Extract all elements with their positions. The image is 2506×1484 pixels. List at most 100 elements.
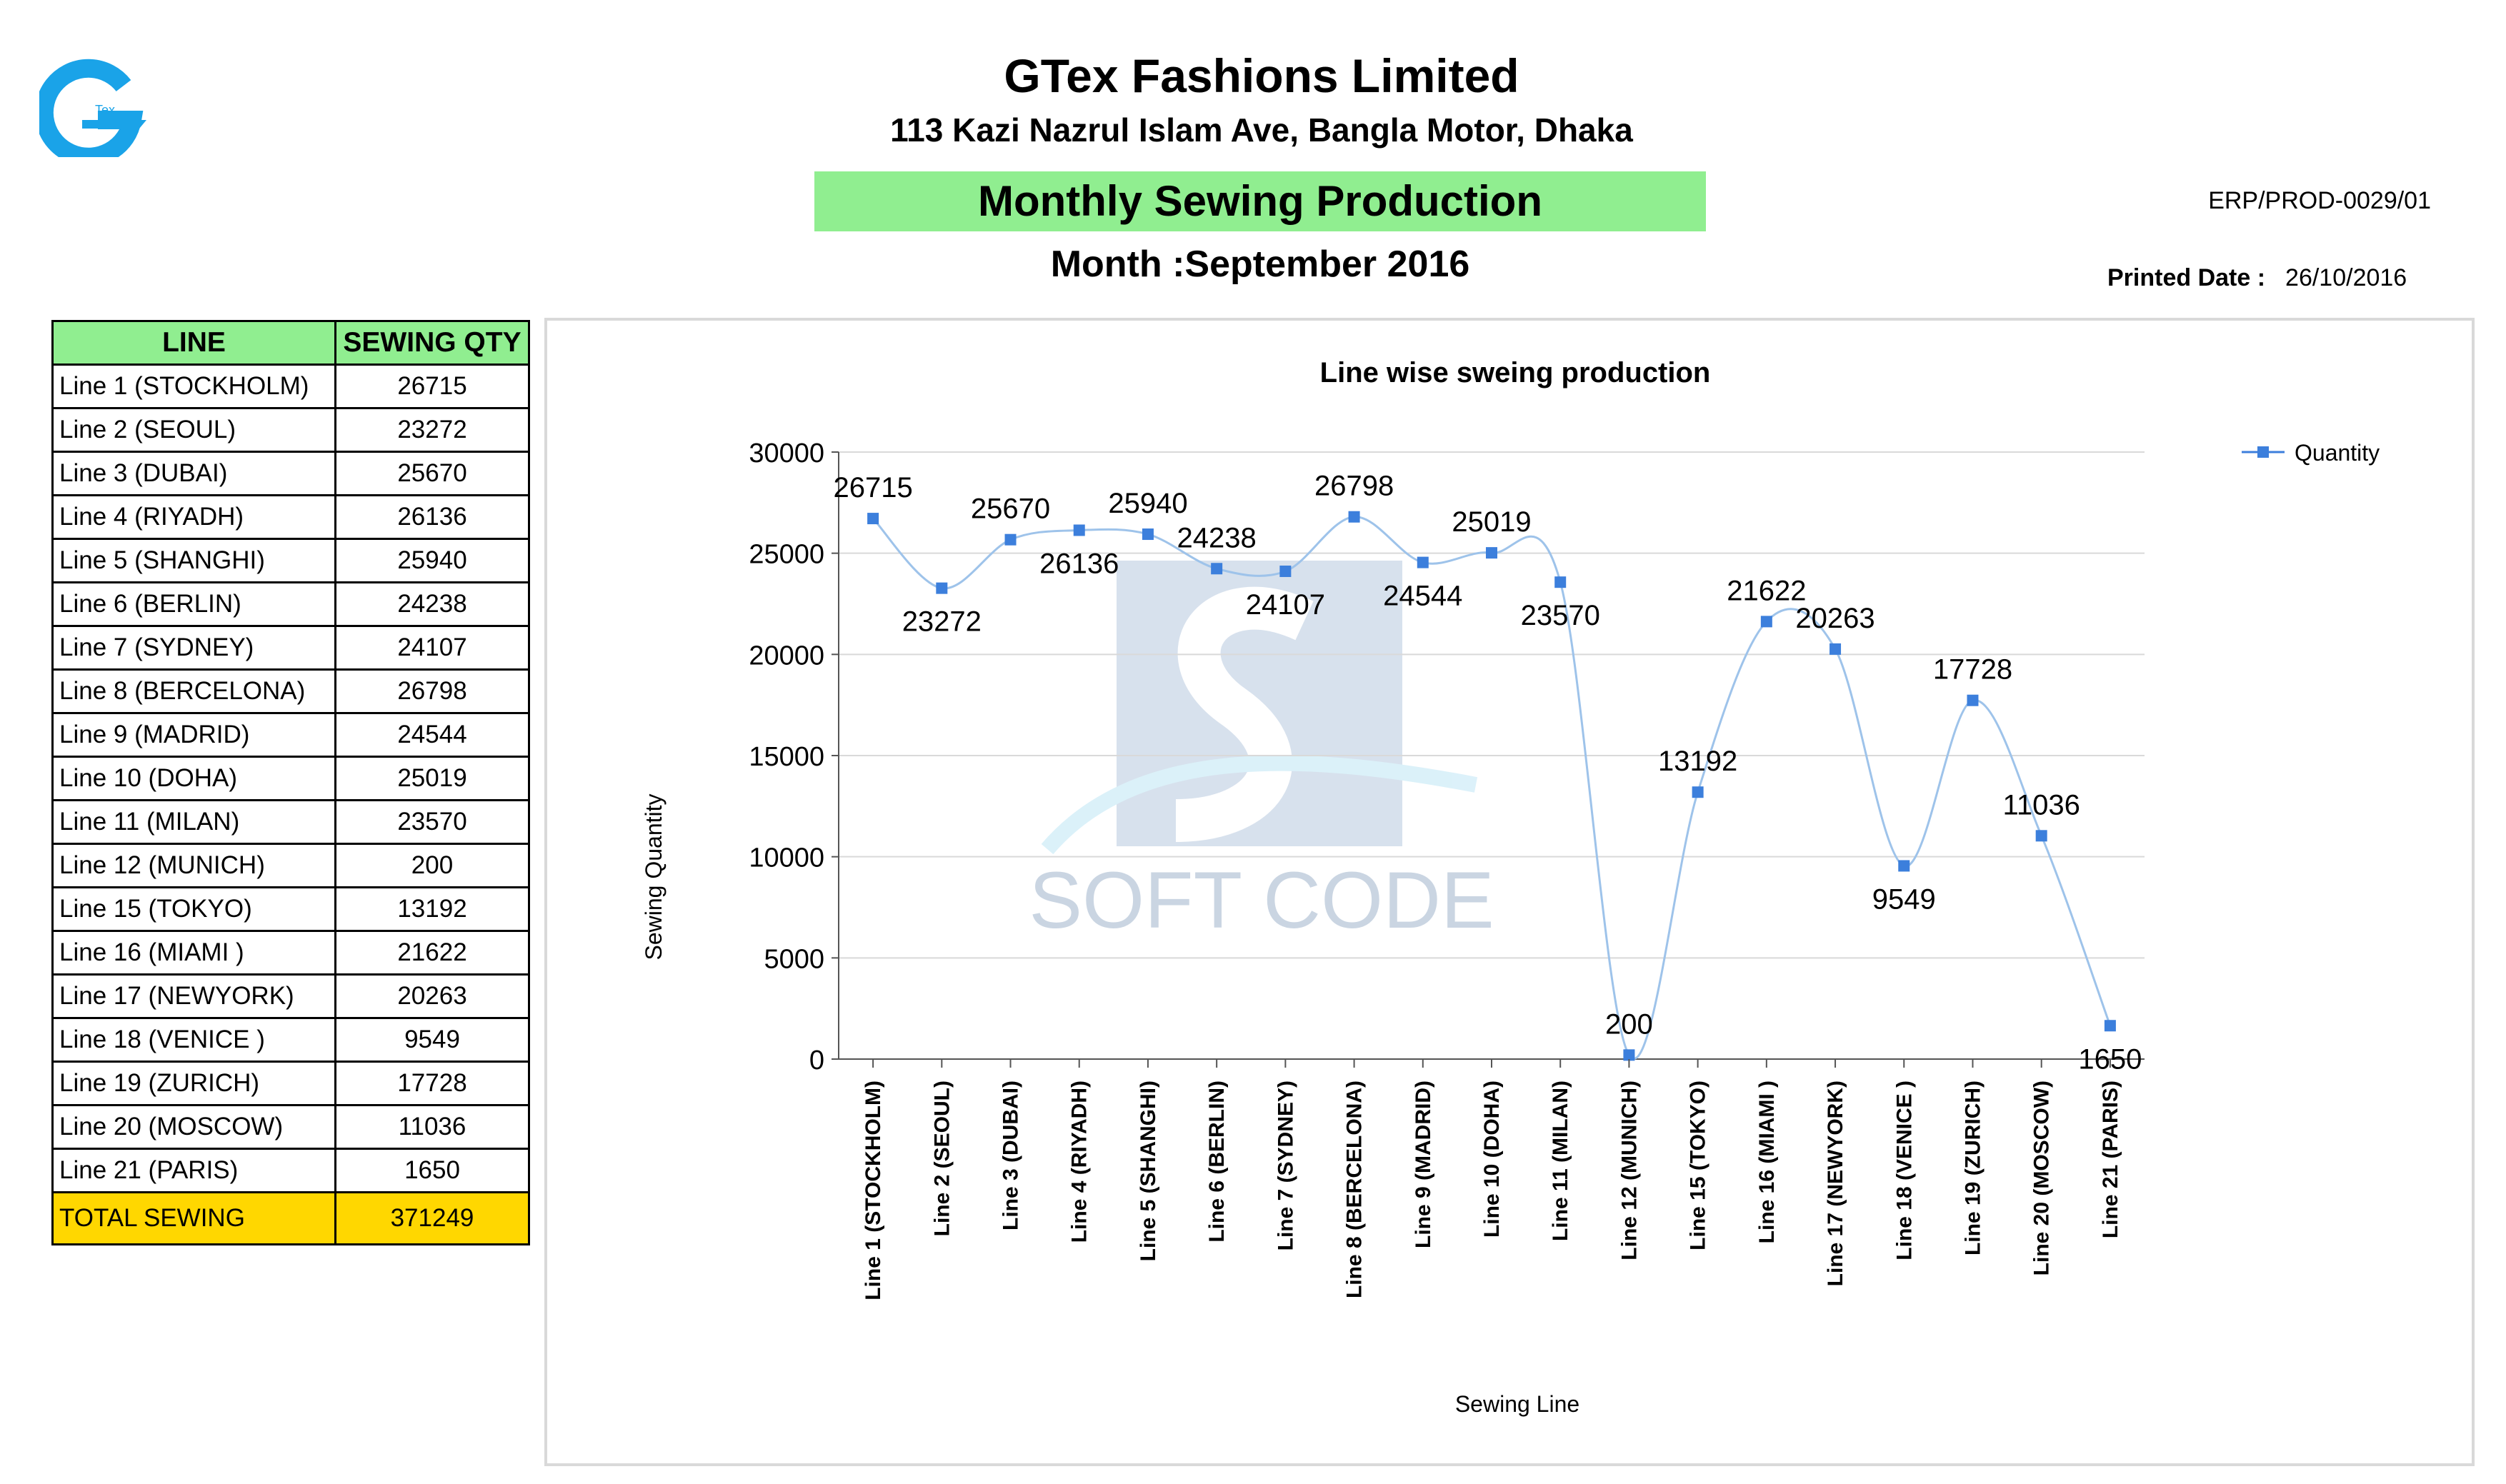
data-point (2104, 1020, 2116, 1032)
data-point (1279, 565, 1292, 577)
x-tick-label: Line 12 (MUNICH) (1617, 1081, 1641, 1260)
row-line-name: Line 8 (BERCELONA) (51, 668, 336, 714)
report-title: Monthly Sewing Production (814, 171, 1706, 231)
legend-label: Quantity (2295, 440, 2380, 466)
data-label: 25019 (1452, 506, 1531, 538)
row-sewing-qty: 26136 (334, 494, 530, 540)
data-label: 21622 (1727, 575, 1806, 606)
row-sewing-qty: 17728 (334, 1061, 530, 1106)
table-row: Line 18 (VENICE ) 9549 (51, 1017, 530, 1063)
table-row: Line 9 (MADRID) 24544 (51, 712, 530, 758)
data-point (1211, 563, 1223, 575)
x-tick-label: Line 6 (BERLIN) (1205, 1081, 1229, 1243)
data-point (1348, 511, 1360, 523)
grid-lines (839, 451, 2145, 959)
printed-date-value: 26/10/2016 (2285, 264, 2407, 291)
table-row: Line 8 (BERCELONA) 26798 (51, 668, 530, 714)
x-tick-label: Line 7 (SYDNEY) (1274, 1081, 1297, 1250)
series-line-quantity (872, 516, 2112, 1060)
data-label: 9549 (1872, 883, 1936, 915)
data-point (1073, 524, 1085, 536)
printed-date-label: Printed Date : (2107, 264, 2266, 291)
total-value: 371249 (334, 1191, 530, 1245)
x-tick-label: Line 19 (ZURICH) (1961, 1081, 1985, 1255)
line-chart: SOFT CODE Line wise sweing production 0 5… (641, 357, 2380, 1417)
row-line-name: Line 6 (BERLIN) (51, 581, 336, 627)
table-body: Line 1 (STOCKHOLM) 26715 Line 2 (SEOUL) 232… (51, 364, 530, 1193)
data-point (936, 582, 948, 594)
row-sewing-qty: 200 (334, 843, 530, 888)
data-label: 25940 (1108, 488, 1187, 519)
row-line-name: Line 18 (VENICE ) (51, 1017, 336, 1063)
row-sewing-qty: 26798 (334, 668, 530, 714)
data-point (1554, 576, 1567, 588)
document-code: ERP/PROD-0029/01 (2208, 187, 2431, 214)
company-name: GTex Fashions Limited (1004, 49, 1519, 102)
row-line-name: Line 10 (DOHA) (51, 756, 336, 801)
chart-panel: SOFT CODE Line wise sweing production 0 5… (544, 318, 2475, 1466)
x-tick-label: Line 16 (MIAMI ) (1755, 1081, 1779, 1243)
x-axis-tick-labels: Line 1 (STOCKHOLM) Line 2 (SEOUL) Line 3 (… (862, 1059, 2122, 1300)
row-sewing-qty: 20263 (334, 973, 530, 1019)
table-row: Line 5 (SHANGHI) 25940 (51, 538, 530, 583)
table-row: Line 11 (MILAN) 23570 (51, 799, 530, 845)
data-point (1760, 616, 1772, 628)
data-point (1004, 533, 1017, 546)
row-line-name: Line 1 (STOCKHOLM) (51, 364, 336, 409)
data-label: 23570 (1521, 600, 1600, 631)
data-point (1829, 643, 1842, 655)
data-label: 13192 (1658, 746, 1737, 777)
total-row: TOTAL SEWING 371249 (51, 1191, 530, 1245)
row-sewing-qty: 25019 (334, 756, 530, 801)
month-value: September 2016 (1184, 244, 1470, 285)
row-sewing-qty: 24107 (334, 625, 530, 671)
table-row: Line 20 (MOSCOW) 11036 (51, 1104, 530, 1150)
y-axis-title: Sewing Quantity (641, 793, 667, 960)
data-label: 23272 (902, 606, 982, 638)
column-header-line: LINE (51, 320, 336, 366)
y-tick-label: 0 (809, 1046, 824, 1076)
y-tick-label: 15000 (749, 742, 824, 772)
x-tick-label: Line 20 (MOSCOW) (2030, 1081, 2054, 1275)
row-sewing-qty: 23570 (334, 799, 530, 845)
month-line: Month :September 2016 (814, 243, 1706, 286)
x-axis-title: Sewing Line (1455, 1391, 1579, 1417)
x-tick-label: Line 10 (DOHA) (1480, 1081, 1504, 1238)
data-point (1142, 528, 1154, 541)
total-label: TOTAL SEWING (51, 1191, 336, 1245)
chart-title: Line wise sweing production (1320, 357, 1711, 388)
row-line-name: Line 9 (MADRID) (51, 712, 336, 758)
production-table: LINE SEWING QTY Line 1 (STOCKHOLM) 26715 L… (51, 320, 530, 1245)
x-tick-label: Line 1 (STOCKHOLM) (862, 1081, 885, 1300)
data-label: 17728 (1933, 654, 2012, 686)
y-tick-label: 10000 (749, 843, 824, 873)
data-point (1417, 556, 1429, 568)
table-row: Line 7 (SYDNEY) 24107 (51, 625, 530, 671)
column-header-qty: SEWING QTY (334, 320, 530, 366)
data-label: 24238 (1177, 522, 1257, 553)
company-logo: Tex (39, 59, 146, 157)
table-row: Line 15 (TOKYO) 13192 (51, 886, 530, 932)
data-point (867, 513, 879, 525)
y-tick-label: 20000 (749, 641, 824, 671)
table-row: Line 1 (STOCKHOLM) 26715 (51, 364, 530, 409)
data-point (1623, 1049, 1635, 1061)
data-label: 26715 (833, 472, 912, 503)
data-label: 20263 (1795, 603, 1874, 634)
row-line-name: Line 7 (SYDNEY) (51, 625, 336, 671)
y-tick-label: 30000 (749, 438, 824, 468)
data-label: 24544 (1383, 581, 1462, 612)
row-sewing-qty: 13192 (334, 886, 530, 932)
chart-legend: Quantity (2242, 440, 2380, 466)
logo-text: Tex (95, 103, 115, 117)
x-tick-label: Line 2 (SEOUL) (930, 1081, 954, 1236)
table-header-row: LINE SEWING QTY (51, 320, 530, 366)
row-sewing-qty: 11036 (334, 1104, 530, 1150)
y-tick-label: 5000 (764, 944, 824, 974)
row-line-name: Line 16 (MIAMI ) (51, 930, 336, 976)
table-row: Line 21 (PARIS) 1650 (51, 1148, 530, 1193)
x-tick-label: Line 11 (MILAN) (1549, 1081, 1572, 1241)
data-label: 11036 (2003, 789, 2080, 821)
table-row: Line 2 (SEOUL) 23272 (51, 407, 530, 453)
